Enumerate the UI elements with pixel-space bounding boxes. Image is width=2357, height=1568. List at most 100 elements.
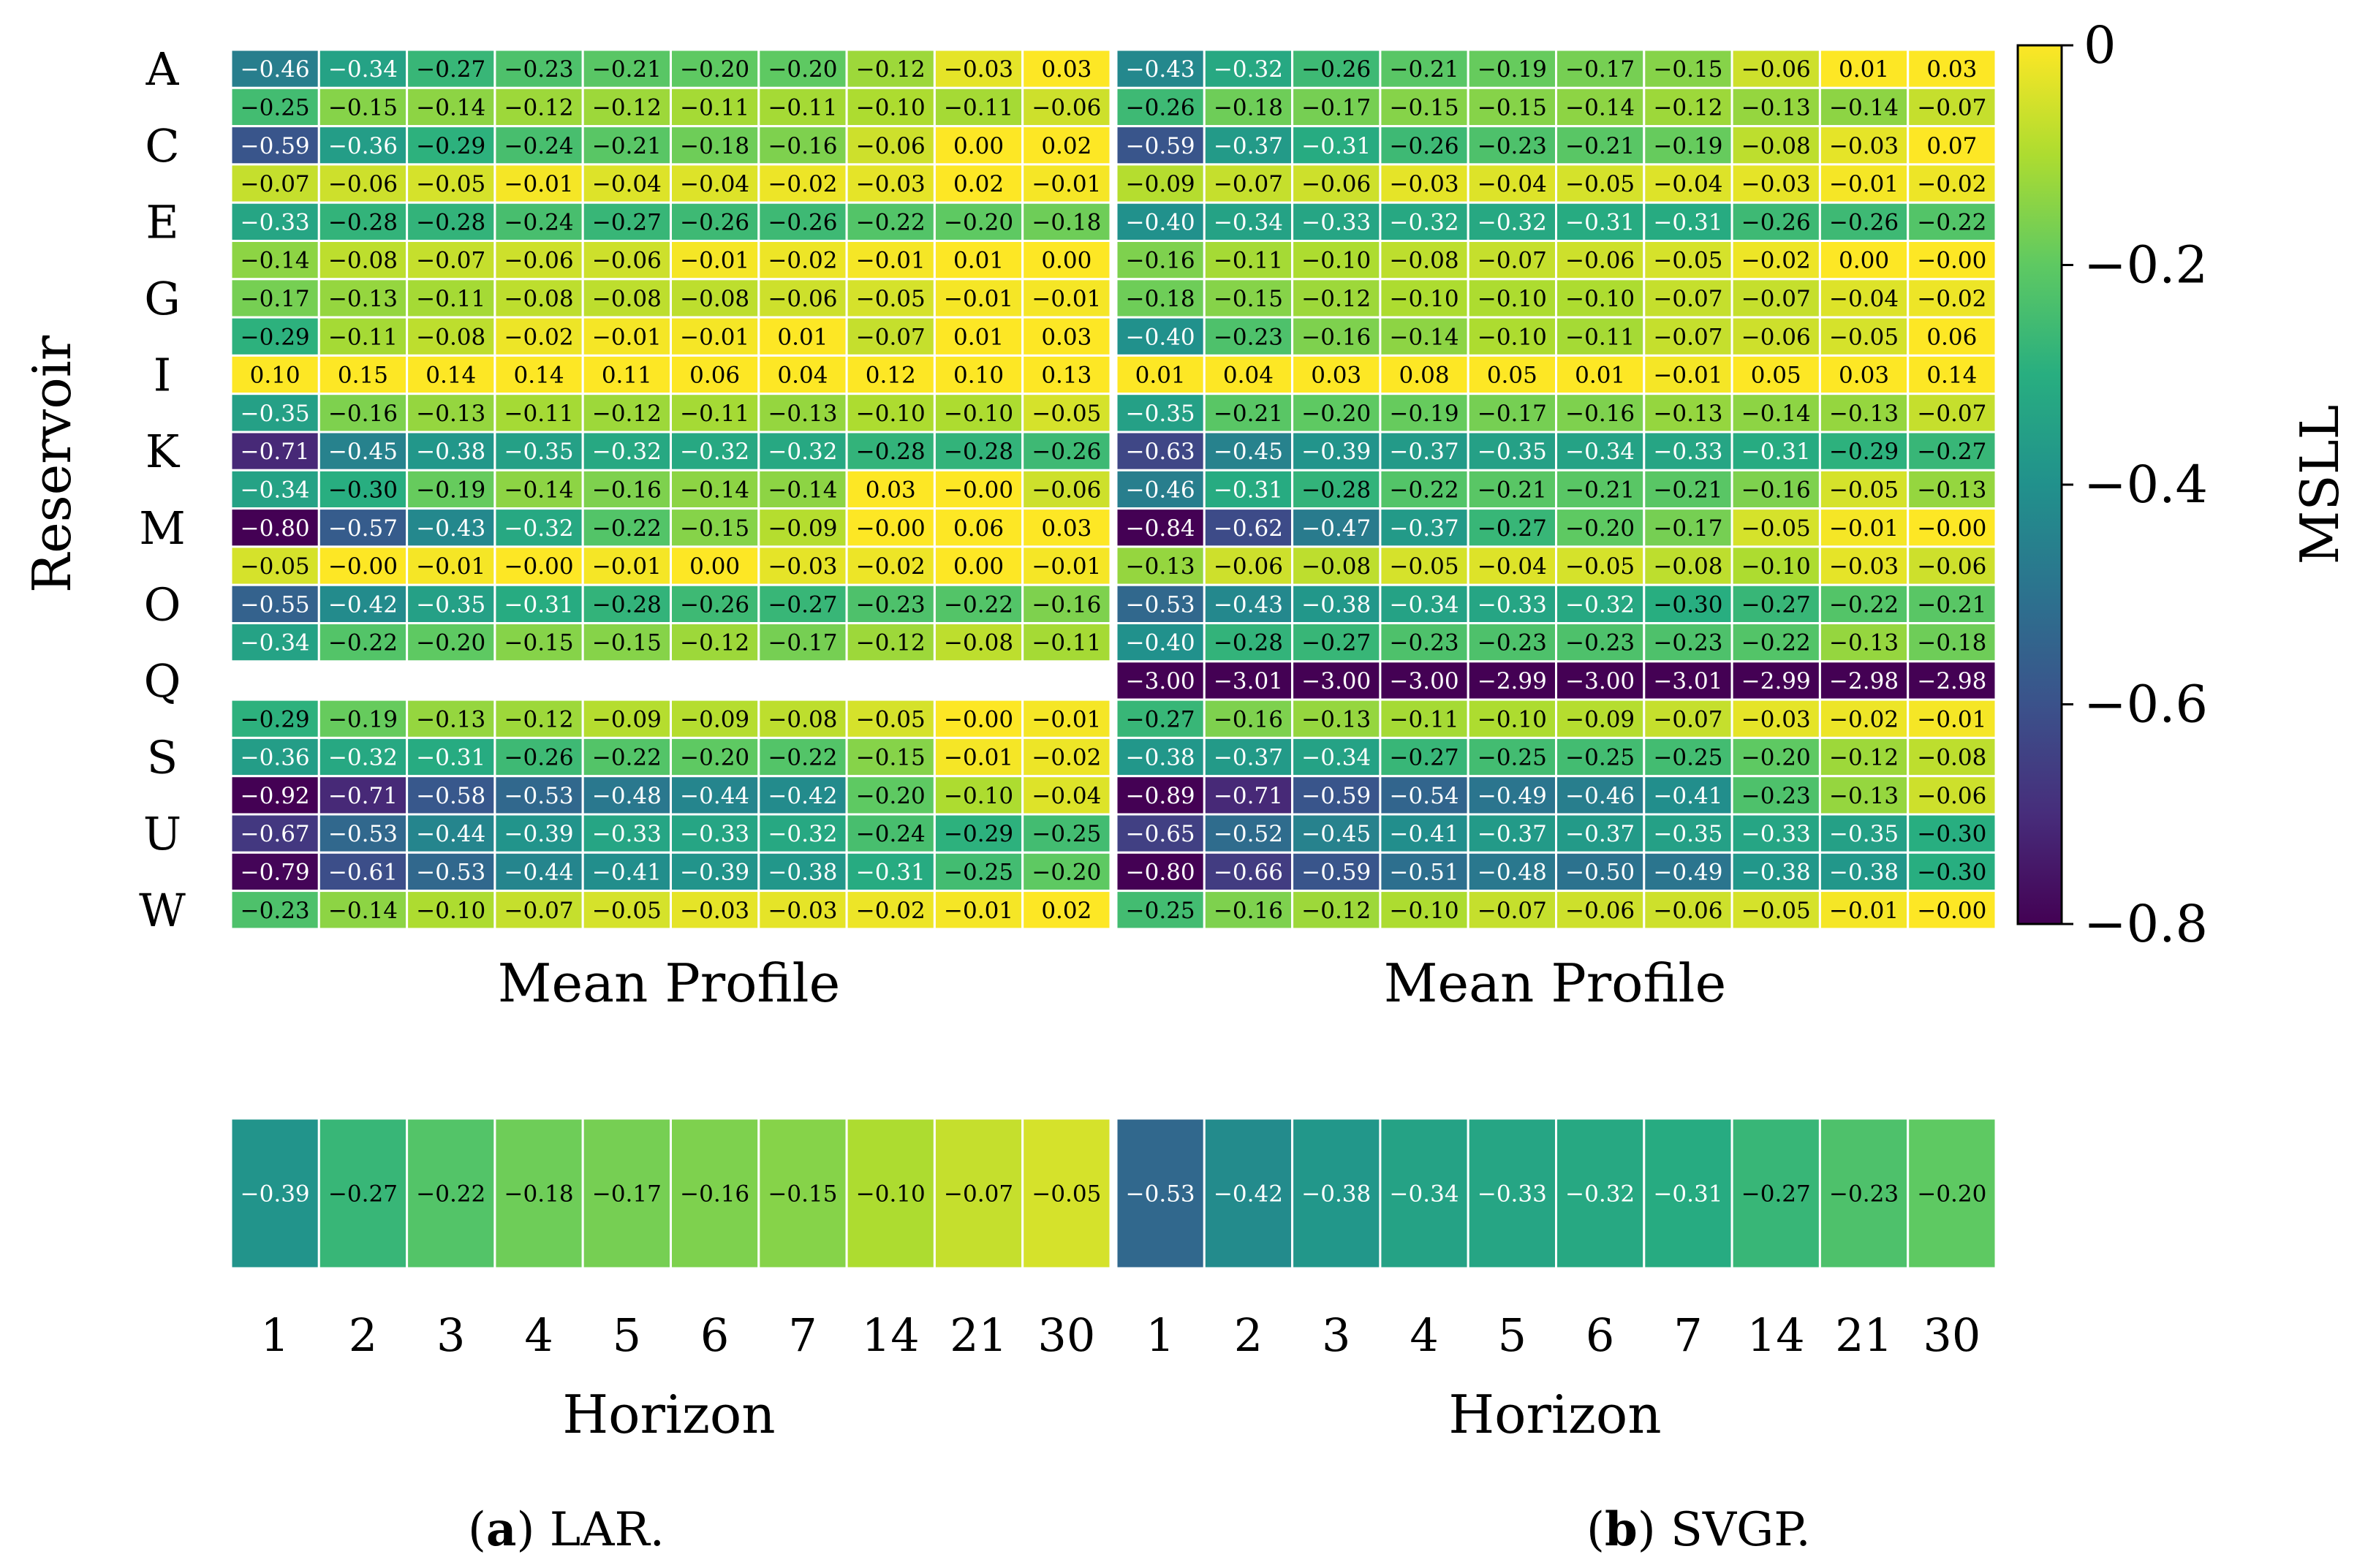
heatmap-cell: [1467, 851, 1557, 893]
cell-value-label: −0.20: [944, 209, 1013, 235]
cell-value-label: −0.03: [856, 171, 926, 197]
cell-value-label: −0.45: [1214, 439, 1283, 465]
heatmap-cell: [493, 278, 584, 319]
heatmap-cell: [1467, 431, 1557, 471]
colorbar-tick-label: −0.8: [2084, 894, 2208, 954]
heatmap-cell: [933, 775, 1024, 816]
cell-value-label: −0.04: [1032, 783, 1101, 809]
cell-value-label: −0.07: [504, 898, 574, 924]
cell-value-label: −0.22: [1390, 477, 1459, 503]
cell-value-label: −0.01: [856, 248, 926, 274]
x-tick-label: 7: [1673, 1308, 1702, 1362]
cell-value-label: −0.04: [592, 171, 662, 197]
cell-value-label: 0.06: [1926, 324, 1977, 350]
cell-value-label: −0.18: [1214, 94, 1283, 121]
heatmap-cell: [230, 125, 320, 166]
cell-value-label: −0.32: [504, 515, 574, 542]
heatmap-cell: [1907, 278, 1997, 319]
cell-value-label: −0.03: [1390, 171, 1459, 197]
cell-value-label: −0.11: [328, 324, 398, 350]
heatmap-cell: [1467, 890, 1557, 931]
cell-value-label: −0.34: [1390, 591, 1459, 618]
cell-value-label: −0.17: [1301, 94, 1371, 121]
heatmap-cell: [670, 240, 760, 281]
cell-value-label: −0.13: [1829, 630, 1899, 656]
y-tick-label: W: [139, 884, 186, 937]
cell-value-label: −0.59: [241, 133, 310, 159]
cell-value-label: −0.12: [856, 630, 926, 656]
mean-profile-cell: [230, 1117, 320, 1270]
mean-profile-cell: [1115, 1117, 1206, 1270]
y-tick-label: Q: [144, 654, 181, 708]
mean-profile-cell: [317, 1117, 409, 1270]
heatmap-cell: [1467, 201, 1557, 243]
cell-value-label: −0.02: [1032, 745, 1101, 771]
heatmap-cell: [1730, 813, 1821, 854]
heatmap-cell: [1203, 660, 1294, 701]
heatmap-cell: [1379, 48, 1469, 89]
cell-value-label: −0.46: [241, 56, 310, 83]
cell-value-label: 0.14: [514, 363, 564, 389]
cell-value-label: −0.05: [1741, 898, 1811, 924]
heatmap-cell: [1730, 201, 1821, 243]
cell-value-label: −0.10: [944, 783, 1013, 809]
cell-value-label: −0.03: [1741, 706, 1811, 732]
panel-title-a: LAR.: [549, 1503, 665, 1557]
heatmap-cell: [1730, 278, 1821, 319]
cell-value-label: −0.20: [416, 630, 485, 656]
cell-value-label: −0.11: [416, 286, 485, 312]
cell-value-label: −0.21: [1390, 56, 1459, 83]
cell-value-label: −0.31: [1741, 439, 1811, 465]
heatmap-cell: [1907, 813, 1997, 854]
y-tick-label: G: [144, 272, 181, 325]
panel-letter-a: a: [485, 1502, 517, 1557]
x-tick-label: 5: [613, 1308, 641, 1362]
mean-profile-cell: [1291, 1117, 1382, 1270]
heatmap-cell: [406, 431, 496, 471]
cell-value-label: −0.21: [1565, 477, 1635, 503]
cell-value-label: −0.12: [856, 56, 926, 83]
heatmap-cell: [1379, 469, 1469, 510]
cell-value-label: −0.38: [768, 859, 837, 885]
cell-value-label: −0.32: [1390, 209, 1459, 235]
heatmap-cell: [1021, 125, 1112, 166]
cell-value-label: −0.37: [1214, 133, 1283, 159]
heatmap-cell: [317, 775, 409, 816]
cell-value-label: −0.06: [1653, 898, 1722, 924]
heatmap-cell: [757, 507, 848, 548]
heatmap-cell: [1467, 583, 1557, 625]
colorbar-tick-label: −0.4: [2084, 455, 2208, 515]
heatmap-cell: [1730, 240, 1821, 281]
heatmap-cell: [933, 316, 1024, 357]
cell-value-label: −0.06: [1032, 477, 1101, 503]
y-tick-label: O: [144, 577, 181, 631]
heatmap-cell: [757, 813, 848, 854]
cell-value-label: −0.13: [1126, 553, 1195, 580]
cell-value-label: −0.01: [680, 248, 749, 274]
cell-value-label: −0.58: [416, 783, 485, 809]
cell-value-label: −0.33: [241, 209, 310, 235]
y-tick-label: A: [145, 42, 180, 96]
cell-value-label: −0.31: [1653, 209, 1722, 235]
cell-value-label: −0.22: [768, 745, 837, 771]
cell-value-label: −0.30: [1653, 591, 1722, 618]
cell-value-label: −0.51: [1390, 859, 1459, 885]
cell-value-label: 0.00: [953, 133, 1004, 159]
cell-value-label: −0.63: [1126, 439, 1195, 465]
mean-profile-row-a: −0.39 −0.27 −0.22 −0.18 −0.17 −0.16 −0.15 −0.10…: [230, 1117, 1112, 1270]
cell-value-label: −0.10: [1390, 286, 1459, 312]
cell-value-label: −0.29: [944, 821, 1013, 847]
heatmap-cell: [845, 851, 936, 893]
cell-value-label: −0.10: [1301, 248, 1371, 274]
cell-value-label: −0.31: [1301, 133, 1371, 159]
heatmap-cell: [1555, 813, 1646, 854]
cell-value-label: −0.13: [1653, 401, 1722, 427]
x-tick-label: 30: [1037, 1308, 1095, 1362]
heatmap-cell: [1021, 890, 1112, 931]
cell-value-label: −0.01: [1032, 286, 1101, 312]
cell-value-label: 0.01: [1575, 363, 1625, 389]
cell-value-label: −0.00: [944, 477, 1013, 503]
mean-profile-value-label: −0.20: [1917, 1181, 1986, 1208]
cell-value-label: −0.22: [944, 591, 1013, 618]
cell-value-label: 0.03: [866, 477, 916, 503]
